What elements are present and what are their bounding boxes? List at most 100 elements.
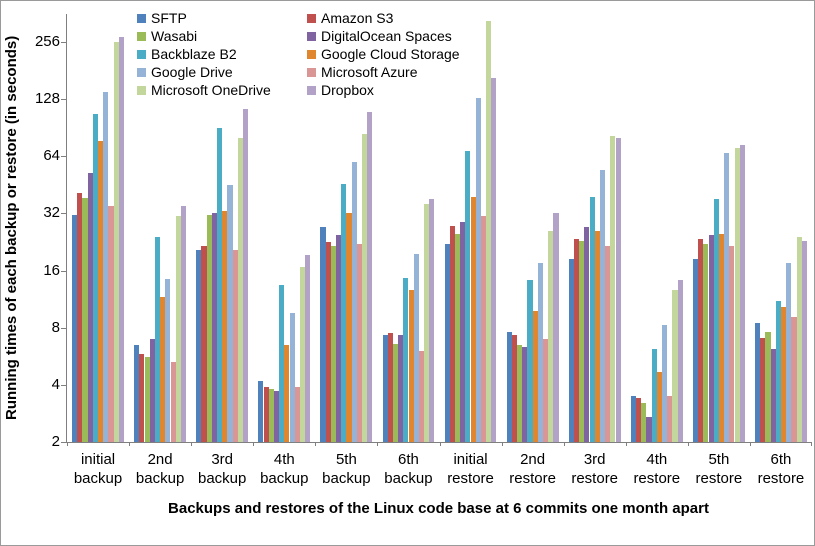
bar — [268, 389, 274, 442]
y-axis-tick — [61, 271, 67, 272]
x-category-label: 3rd backup — [198, 451, 247, 487]
x-category-label: 6th restore — [757, 451, 805, 487]
bar — [362, 134, 368, 442]
bar — [72, 215, 78, 442]
x-category-label: 4th backup — [260, 451, 309, 487]
bar — [108, 206, 114, 442]
x-axis-tick — [564, 442, 565, 446]
legend-label: DigitalOcean Spaces — [321, 28, 452, 44]
x-axis-tick — [315, 442, 316, 446]
legend-swatch-icon — [307, 31, 316, 41]
bar — [387, 333, 393, 442]
bar — [330, 246, 336, 442]
legend-item: Microsoft Azure — [307, 63, 460, 81]
legend-label: Microsoft Azure — [321, 64, 418, 80]
bar — [149, 339, 155, 442]
bar — [553, 213, 559, 442]
y-tick-label: 4 — [51, 376, 60, 393]
bar — [486, 21, 492, 442]
legend-label: Backblaze B2 — [151, 46, 237, 62]
legend-label: Google Cloud Storage — [321, 46, 460, 62]
legend-swatch-icon — [307, 67, 316, 77]
bar — [175, 216, 181, 442]
bar — [346, 213, 352, 442]
bar — [227, 185, 233, 442]
y-axis-tick — [61, 442, 67, 443]
bar — [294, 387, 300, 442]
legend-label: Microsoft OneDrive — [151, 82, 271, 98]
bar — [299, 267, 306, 442]
bar — [573, 239, 580, 442]
y-axis-tick — [61, 385, 67, 386]
bar — [165, 279, 171, 442]
bar — [755, 323, 761, 442]
bar — [77, 193, 83, 442]
bar — [460, 222, 466, 442]
bar — [424, 204, 430, 442]
bar — [548, 231, 554, 442]
bar — [765, 332, 771, 442]
bar — [662, 325, 668, 442]
x-category-label: 2nd backup — [135, 451, 185, 487]
bar — [641, 403, 647, 442]
legend-label: SFTP — [151, 10, 187, 26]
bar — [491, 78, 497, 442]
bar — [118, 37, 124, 442]
bar — [98, 141, 104, 442]
bar — [517, 345, 523, 442]
y-tick-label: 256 — [34, 33, 60, 50]
bar — [729, 246, 735, 442]
bar — [656, 372, 662, 442]
bar — [584, 227, 590, 442]
legend-item: Amazon S3 — [307, 9, 460, 27]
bar — [465, 151, 471, 442]
bar — [222, 211, 228, 442]
legend-item: Microsoft OneDrive — [137, 81, 307, 99]
legend-label: Dropbox — [321, 82, 374, 98]
bar — [594, 231, 600, 442]
bar — [154, 237, 161, 442]
legend-item: Google Cloud Storage — [307, 45, 460, 63]
bar — [537, 263, 543, 442]
bar — [708, 235, 714, 442]
legend-swatch-icon — [137, 85, 146, 95]
bar — [522, 347, 528, 442]
legend-swatch-icon — [137, 31, 146, 41]
bar — [698, 239, 704, 442]
bar — [92, 114, 98, 442]
x-axis-tick — [626, 442, 627, 446]
legend-item: Google Drive — [137, 63, 307, 81]
bar — [532, 311, 538, 442]
y-tick-label: 32 — [43, 204, 60, 221]
bar — [796, 237, 802, 442]
bar — [82, 198, 88, 442]
bar — [801, 241, 807, 442]
bar — [511, 335, 517, 442]
y-axis-tick — [61, 99, 67, 100]
x-axis-tick — [750, 442, 751, 446]
bar — [775, 301, 781, 442]
bar — [651, 349, 657, 442]
bar — [289, 313, 295, 442]
bar — [398, 335, 404, 442]
bar — [87, 173, 93, 442]
bar — [718, 234, 725, 442]
x-axis-tick — [811, 442, 812, 446]
bar — [367, 112, 373, 442]
y-axis-tick — [61, 328, 67, 329]
bar — [527, 280, 533, 442]
bar — [144, 357, 150, 442]
bar — [734, 148, 740, 442]
bar — [351, 162, 357, 442]
x-axis-tick — [440, 442, 441, 446]
bar — [325, 242, 331, 442]
y-axis-tick — [61, 213, 67, 214]
bar — [336, 235, 342, 442]
bar — [103, 92, 109, 442]
bar — [217, 128, 223, 442]
bar — [589, 197, 595, 442]
bar — [470, 197, 476, 442]
bar — [305, 255, 311, 442]
bar — [667, 396, 673, 442]
